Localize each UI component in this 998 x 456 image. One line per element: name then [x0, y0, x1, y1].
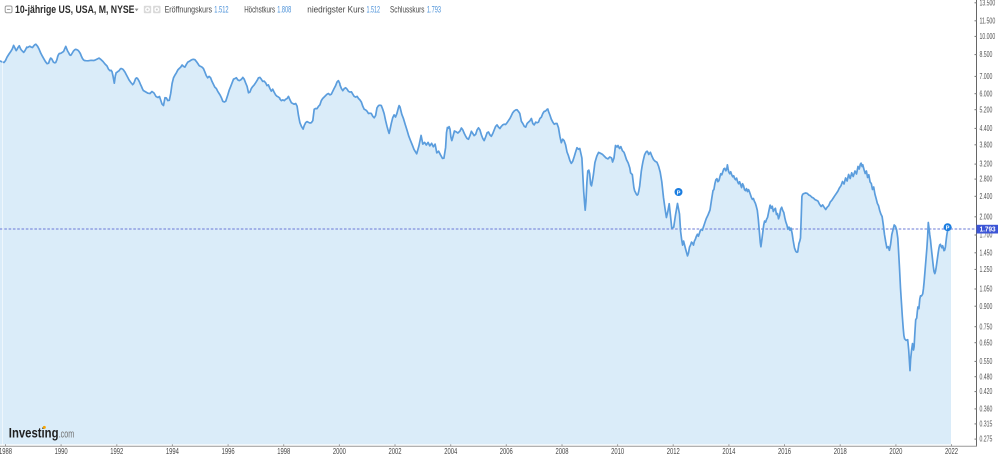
svg-text:10.000: 10.000	[980, 32, 996, 41]
svg-text:1.512: 1.512	[214, 5, 228, 16]
svg-text:P: P	[677, 190, 681, 196]
svg-text:2.000: 2.000	[980, 212, 993, 221]
svg-text:1996: 1996	[222, 447, 235, 456]
svg-text:2020: 2020	[889, 447, 902, 456]
svg-text:2002: 2002	[389, 447, 402, 456]
svg-text:niedrigster Kurs: niedrigster Kurs	[307, 5, 364, 16]
svg-text:0.360: 0.360	[980, 405, 993, 414]
svg-text:2022: 2022	[945, 447, 958, 456]
svg-text:8.500: 8.500	[980, 50, 993, 59]
svg-text:2018: 2018	[834, 447, 847, 456]
svg-text:0.900: 0.900	[980, 302, 993, 311]
svg-text:Eröffnungskurs: Eröffnungskurs	[165, 5, 213, 16]
svg-text:6.000: 6.000	[980, 89, 993, 98]
svg-text:1998: 1998	[277, 447, 290, 456]
svg-text:13.500: 13.500	[980, 0, 996, 7]
svg-text:7.000: 7.000	[980, 72, 993, 81]
svg-text:1.250: 1.250	[980, 265, 993, 274]
svg-text:Investing: Investing	[9, 425, 59, 440]
svg-text:0.550: 0.550	[980, 357, 993, 366]
svg-text:1.793: 1.793	[980, 225, 996, 234]
svg-text:2016: 2016	[778, 447, 791, 456]
svg-text:1.700: 1.700	[980, 231, 993, 240]
svg-text:1988: 1988	[0, 447, 12, 456]
svg-text:2.800: 2.800	[980, 175, 993, 184]
svg-text:0.750: 0.750	[980, 322, 993, 331]
svg-text:11.500: 11.500	[980, 16, 996, 25]
svg-text:Höchstkurs: Höchstkurs	[244, 5, 275, 16]
svg-text:5.200: 5.200	[980, 105, 993, 114]
svg-text:1.050: 1.050	[980, 285, 993, 294]
svg-text:10-jährige US, USA, M, NYSE: 10-jährige US, USA, M, NYSE	[15, 4, 135, 16]
svg-text:2012: 2012	[667, 447, 680, 456]
svg-text:1.512: 1.512	[367, 5, 381, 16]
svg-text:2000: 2000	[333, 447, 346, 456]
svg-text:1.793: 1.793	[427, 5, 441, 16]
svg-text:1.808: 1.808	[277, 5, 291, 16]
svg-text:P: P	[946, 226, 950, 232]
svg-text:0.420: 0.420	[980, 387, 993, 396]
svg-text:Schlusskurs: Schlusskurs	[390, 5, 425, 16]
svg-text:1990: 1990	[55, 447, 68, 456]
svg-text:0.480: 0.480	[980, 372, 993, 381]
svg-text:1994: 1994	[166, 447, 179, 456]
svg-text:1.450: 1.450	[980, 248, 993, 257]
svg-text:1992: 1992	[110, 447, 123, 456]
svg-text:2006: 2006	[500, 447, 513, 456]
svg-text:2014: 2014	[722, 447, 735, 456]
svg-text:0.275: 0.275	[980, 435, 993, 444]
svg-text:2010: 2010	[611, 447, 624, 456]
svg-text:2.400: 2.400	[980, 192, 993, 201]
svg-text:3.200: 3.200	[980, 160, 993, 169]
svg-text:2004: 2004	[444, 447, 457, 456]
svg-text:3.800: 3.800	[980, 140, 993, 149]
svg-text:2008: 2008	[556, 447, 569, 456]
svg-text:.com: .com	[59, 428, 74, 440]
svg-text:0.315: 0.315	[980, 420, 993, 429]
svg-text:4.400: 4.400	[980, 124, 993, 133]
svg-text:0.650: 0.650	[980, 338, 993, 347]
